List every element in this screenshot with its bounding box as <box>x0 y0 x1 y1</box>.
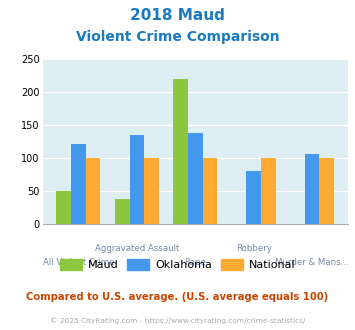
Text: Robbery: Robbery <box>236 244 272 253</box>
Bar <box>203 158 217 224</box>
Bar <box>56 191 71 224</box>
Bar <box>261 158 275 224</box>
Bar <box>115 199 130 224</box>
Bar <box>305 154 320 224</box>
Text: 2018 Maud: 2018 Maud <box>130 8 225 23</box>
Bar <box>246 171 261 224</box>
Bar <box>320 158 334 224</box>
Text: Compared to U.S. average. (U.S. average equals 100): Compared to U.S. average. (U.S. average … <box>26 292 329 302</box>
Text: All Violent Crime: All Violent Crime <box>43 258 114 267</box>
Text: Violent Crime Comparison: Violent Crime Comparison <box>76 30 279 44</box>
Bar <box>71 144 86 224</box>
Text: Murder & Mans...: Murder & Mans... <box>275 258 349 267</box>
Legend: Maud, Oklahoma, National: Maud, Oklahoma, National <box>55 255 300 275</box>
Text: © 2025 CityRating.com - https://www.cityrating.com/crime-statistics/: © 2025 CityRating.com - https://www.city… <box>50 317 305 324</box>
Bar <box>86 158 100 224</box>
Bar <box>188 133 203 224</box>
Bar <box>144 158 159 224</box>
Bar <box>130 135 144 224</box>
Text: Aggravated Assault: Aggravated Assault <box>95 244 179 253</box>
Text: Rape: Rape <box>184 258 206 267</box>
Bar <box>173 79 188 224</box>
